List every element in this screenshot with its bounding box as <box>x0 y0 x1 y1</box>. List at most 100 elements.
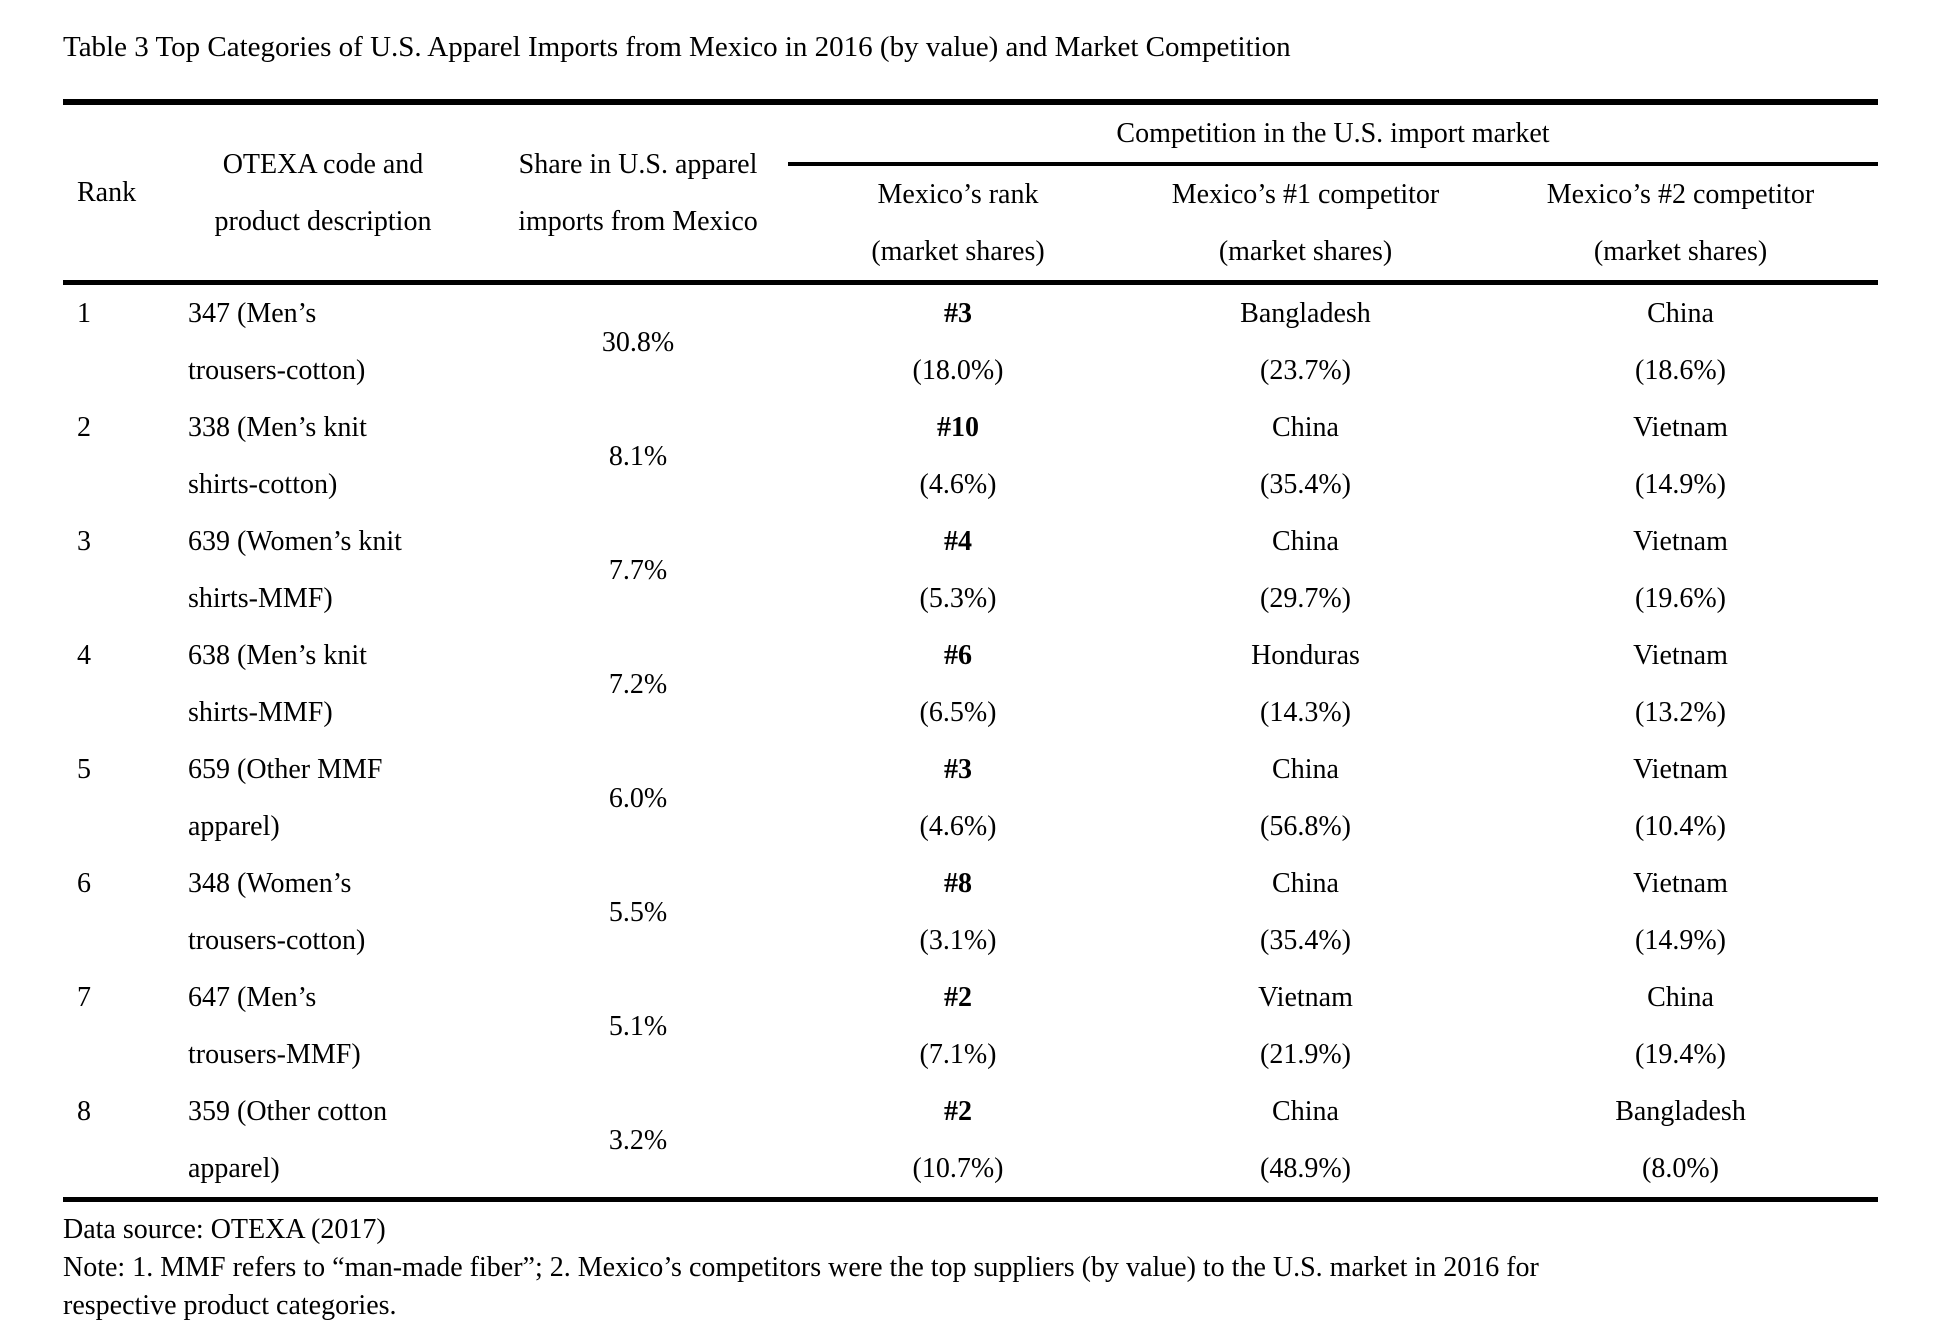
share-cell-line1: 7.7% <box>608 554 668 586</box>
mexico-rank-cell-line1: #3 <box>944 754 972 785</box>
competitor1-cell-line1: China <box>1272 868 1339 899</box>
description-cell-line1: 348 (Women’s <box>188 868 352 899</box>
description-cell-line1: 639 (Women’s knit <box>188 526 402 557</box>
share-cell: 7.2% <box>488 627 788 741</box>
col-header-share-line2: imports from Mexico <box>518 205 758 237</box>
description-cell-line2: trousers-MMF) <box>188 1039 361 1070</box>
description-cell-line2: shirts-MMF) <box>188 583 333 614</box>
mexico-rank-cell-line2: (7.1%) <box>919 1039 997 1070</box>
competitor1-cell: China (29.7%) <box>1128 513 1483 627</box>
competitor2-cell-line2: (8.0%) <box>1642 1153 1719 1184</box>
description-cell-line2: trousers-cotton) <box>188 925 366 956</box>
share-cell: 7.7% <box>488 513 788 627</box>
competitor1-cell: China (48.9%) <box>1128 1083 1483 1200</box>
competitor2-cell: China (19.4%) <box>1483 969 1878 1083</box>
description-cell-line2: shirts-MMF) <box>188 697 333 728</box>
rank-cell: 7 <box>63 969 158 1083</box>
rank-cell: 1 <box>63 283 158 400</box>
competitor2-cell-line2: (18.6%) <box>1635 355 1726 386</box>
table-row: 8 359 (Other cotton apparel) 3.2% #2 (10.7%) C… <box>63 1083 1878 1200</box>
col-header-otexa-line1: OTEXA code and <box>222 148 424 180</box>
competitor1-cell-line1: Vietnam <box>1258 982 1353 1013</box>
col-header-competitor1: Mexico’s #1 competitor (market shares) <box>1128 164 1483 285</box>
competitor1-cell-line2: (21.9%) <box>1260 1039 1351 1070</box>
table-header: Rank OTEXA code and product description … <box>63 102 1879 285</box>
col-header-otexa: OTEXA code and product description <box>158 102 488 285</box>
share-cell: 5.1% <box>488 969 788 1083</box>
competitor2-cell: China (18.6%) <box>1483 283 1878 400</box>
col-header-mexico-rank: Mexico’s rank (market shares) <box>788 164 1128 285</box>
competitor1-cell-line2: (14.3%) <box>1260 697 1351 728</box>
share-cell-line1: 5.5% <box>608 896 668 928</box>
competitor1-cell: Vietnam (21.9%) <box>1128 969 1483 1083</box>
apparel-imports-table: Rank OTEXA code and product description … <box>63 99 1879 1202</box>
rank-cell-line1: 1 <box>77 298 91 329</box>
mexico-rank-cell-line1: #6 <box>944 640 972 671</box>
description-cell: 647 (Men’s trousers-MMF) <box>158 969 488 1083</box>
rank-cell-line1: 8 <box>77 1096 91 1127</box>
description-cell-line2: trousers-cotton) <box>188 355 366 386</box>
competitor2-cell: Vietnam (10.4%) <box>1483 741 1878 855</box>
competitor2-cell-line2: (14.9%) <box>1635 469 1726 500</box>
competitor2-cell-line1: Vietnam <box>1633 412 1728 443</box>
table-row: 1 347 (Men’s trousers-cotton) 30.8% #3 (18.0%… <box>63 283 1878 400</box>
rank-cell-line1: 5 <box>77 754 91 785</box>
competitor1-cell-line2: (29.7%) <box>1260 583 1351 614</box>
table-caption: Table 3 Top Categories of U.S. Apparel I… <box>63 31 1291 63</box>
col-header-competitor2: Mexico’s #2 competitor (market shares) <box>1483 164 1879 285</box>
competitor2-cell-line2: (19.4%) <box>1635 1039 1726 1070</box>
rank-cell: 8 <box>63 1083 158 1200</box>
rank-cell: 4 <box>63 627 158 741</box>
description-cell: 338 (Men’s knit shirts-cotton) <box>158 399 488 513</box>
competitor1-cell-line2: (56.8%) <box>1260 811 1351 842</box>
rank-cell: 5 <box>63 741 158 855</box>
competitor2-cell: Bangladesh (8.0%) <box>1483 1083 1878 1200</box>
col-group-competition: Competition in the U.S. import market <box>788 102 1879 166</box>
competitor1-cell-line2: (23.7%) <box>1260 355 1351 386</box>
share-cell-line1: 30.8% <box>601 326 675 358</box>
competitor2-cell-line2: (19.6%) <box>1635 583 1726 614</box>
col-header-mexico-rank-line1: Mexico’s rank <box>877 179 1039 210</box>
col-header-competitor2-line1: Mexico’s #2 competitor <box>1546 179 1815 210</box>
share-cell: 30.8% <box>488 283 788 400</box>
rank-cell-line1: 7 <box>77 982 91 1013</box>
competitor1-cell: Bangladesh (23.7%) <box>1128 283 1483 400</box>
col-header-competitor1-line2: (market shares) <box>1218 236 1393 267</box>
data-source: Data source: OTEXA (2017) <box>63 1214 386 1245</box>
share-cell: 6.0% <box>488 741 788 855</box>
col-header-share: Share in U.S. apparel imports from Mexic… <box>488 102 788 285</box>
competitor2-cell-line1: China <box>1647 298 1714 329</box>
rank-cell-line1: 6 <box>77 868 91 899</box>
mexico-rank-cell: #2 (10.7%) <box>788 1083 1128 1200</box>
table-footnotes: Data source: OTEXA (2017) Note: 1. MMF r… <box>63 1211 1952 1325</box>
description-cell: 359 (Other cotton apparel) <box>158 1083 488 1200</box>
rank-cell: 2 <box>63 399 158 513</box>
rank-cell: 6 <box>63 855 158 969</box>
competitor2-cell: Vietnam (14.9%) <box>1483 855 1878 969</box>
competitor2-cell-line2: (13.2%) <box>1635 697 1726 728</box>
mexico-rank-cell: #2 (7.1%) <box>788 969 1128 1083</box>
col-header-competitor2-line2: (market shares) <box>1593 236 1768 267</box>
mexico-rank-cell: #3 (18.0%) <box>788 283 1128 400</box>
rank-cell: 3 <box>63 513 158 627</box>
competitor2-cell-line2: (14.9%) <box>1635 925 1726 956</box>
mexico-rank-cell-line2: (4.6%) <box>919 469 997 500</box>
competitor1-cell-line2: (48.9%) <box>1260 1153 1351 1184</box>
competitor1-cell-line1: China <box>1272 754 1339 785</box>
description-cell: 639 (Women’s knit shirts-MMF) <box>158 513 488 627</box>
description-cell-line2: apparel) <box>188 811 280 842</box>
mexico-rank-cell-line2: (5.3%) <box>919 583 997 614</box>
competitor1-cell-line1: Honduras <box>1251 640 1360 671</box>
share-cell-line1: 7.2% <box>608 668 668 700</box>
description-cell-line1: 338 (Men’s knit <box>188 412 367 443</box>
note-line2: respective product categories. <box>63 1290 397 1321</box>
description-cell-line1: 359 (Other cotton <box>188 1096 388 1127</box>
table-row: 7 647 (Men’s trousers-MMF) 5.1% #2 (7.1%) Viet… <box>63 969 1878 1083</box>
share-cell: 5.5% <box>488 855 788 969</box>
description-cell: 659 (Other MMF apparel) <box>158 741 488 855</box>
mexico-rank-cell-line2: (3.1%) <box>919 925 997 956</box>
description-cell: 638 (Men’s knit shirts-MMF) <box>158 627 488 741</box>
table-row: 2 338 (Men’s knit shirts-cotton) 8.1% #10 (4.… <box>63 399 1878 513</box>
description-cell-line2: shirts-cotton) <box>188 469 338 500</box>
mexico-rank-cell-line2: (4.6%) <box>919 811 997 842</box>
